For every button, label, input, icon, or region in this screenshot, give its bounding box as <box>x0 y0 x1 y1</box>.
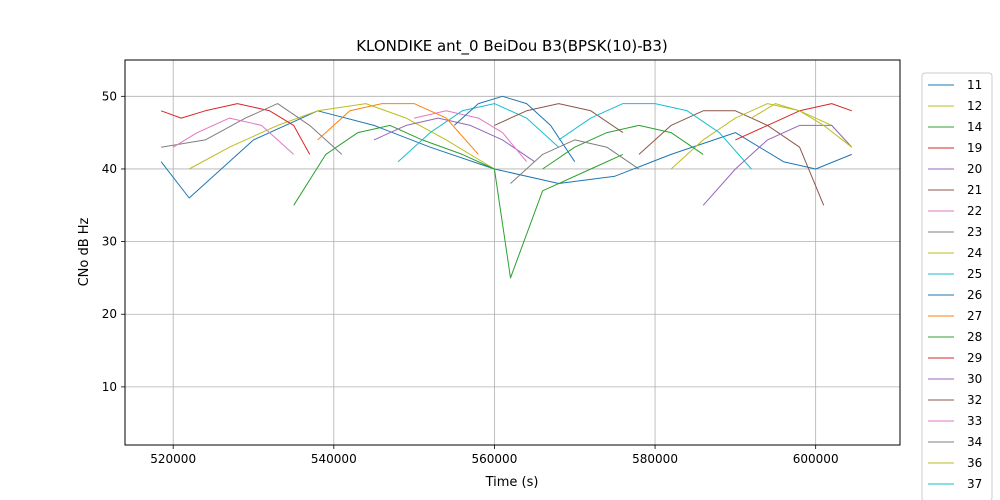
y-tick-label: 20 <box>102 307 117 321</box>
legend-label: 23 <box>967 225 982 239</box>
series-line-36 <box>751 103 853 148</box>
y-tick-label: 40 <box>102 162 117 176</box>
gridlines <box>125 60 900 445</box>
series-line-23 <box>161 103 343 155</box>
series-line-27 <box>317 103 479 155</box>
legend: 11 12 14 19 20 21 22 23 24 25 26 27 28 29 30 32 33 34 36 37 <box>921 72 993 500</box>
legend-label: 37 <box>967 477 982 491</box>
legend-label: 22 <box>967 204 982 218</box>
x-axis-label: Time (s) <box>485 475 539 490</box>
series-line-33 <box>172 117 295 155</box>
series-line-20 <box>373 117 535 163</box>
series-line-30 <box>702 124 853 206</box>
y-axis-label: CNo dB Hz <box>77 217 92 286</box>
plot-frame <box>124 59 901 446</box>
x-tick-label: 520000 <box>150 452 196 466</box>
series-line-14 <box>293 124 624 279</box>
legend-box <box>921 72 993 500</box>
series-line-32 <box>494 103 624 134</box>
legend-label: 19 <box>967 141 982 155</box>
legend-label: 20 <box>967 162 982 176</box>
series-line-11 <box>160 110 852 199</box>
legend-label: 12 <box>967 99 982 113</box>
x-axis-ticks: 520000 540000 560000 580000 600000 <box>150 445 839 466</box>
series-line-28 <box>542 124 704 170</box>
x-tick-label: 600000 <box>793 452 839 466</box>
legend-label: 27 <box>967 309 982 323</box>
legend-label: 33 <box>967 414 982 428</box>
legend-label: 26 <box>967 288 982 302</box>
x-tick-label: 540000 <box>311 452 357 466</box>
series-line-12 <box>188 103 495 170</box>
y-tick-label: 30 <box>102 235 117 249</box>
series-line-26 <box>453 95 576 162</box>
y-tick-label: 50 <box>102 89 117 103</box>
y-axis-ticks: 10 20 30 40 50 <box>102 89 125 394</box>
legend-label: 36 <box>967 456 982 470</box>
legend-label: 14 <box>967 120 982 134</box>
series-line-37 <box>558 103 752 170</box>
legend-label: 32 <box>967 393 982 407</box>
legend-label: 29 <box>967 351 982 365</box>
legend-label: 25 <box>967 267 982 281</box>
series-line-19 <box>160 103 311 155</box>
series-line-34 <box>510 139 640 184</box>
legend-label: 21 <box>967 183 982 197</box>
legend-label: 30 <box>967 372 982 386</box>
legend-label: 11 <box>967 78 982 92</box>
legend-label: 34 <box>967 435 982 449</box>
series-line-25 <box>397 103 560 163</box>
series-lines <box>160 95 853 279</box>
legend-label: 28 <box>967 330 982 344</box>
y-tick-label: 10 <box>102 380 117 394</box>
legend-label: 24 <box>967 246 982 260</box>
chart-title: KLONDIKE ant_0 BeiDou B3(BPSK(10)-B3) <box>356 37 668 56</box>
series-line-21 <box>638 110 825 206</box>
x-tick-label: 560000 <box>472 452 518 466</box>
x-tick-label: 580000 <box>632 452 678 466</box>
